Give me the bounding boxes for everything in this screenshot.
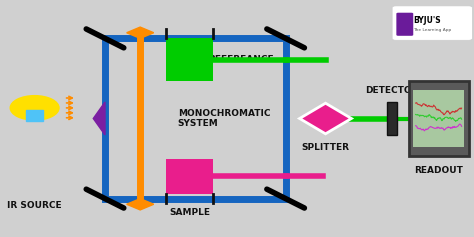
Polygon shape bbox=[93, 102, 105, 135]
Bar bbox=[166, 38, 213, 81]
Bar bbox=[413, 90, 464, 147]
Text: MONOCHROMATIC
SYSTEM: MONOCHROMATIC SYSTEM bbox=[178, 109, 270, 128]
Polygon shape bbox=[127, 199, 154, 210]
Text: SPLITTER: SPLITTER bbox=[301, 143, 349, 152]
Bar bbox=[26, 110, 43, 121]
FancyBboxPatch shape bbox=[392, 6, 473, 40]
Polygon shape bbox=[127, 27, 154, 38]
Text: IR SOURCE: IR SOURCE bbox=[7, 201, 62, 210]
Text: SAMPLE: SAMPLE bbox=[169, 208, 210, 217]
Bar bbox=[386, 102, 397, 135]
Text: BYJU'S: BYJU'S bbox=[413, 16, 441, 25]
Polygon shape bbox=[300, 103, 351, 134]
Text: READOUT: READOUT bbox=[414, 166, 463, 175]
Text: The Learning App: The Learning App bbox=[413, 28, 452, 32]
Circle shape bbox=[10, 96, 59, 120]
Bar bbox=[105, 38, 286, 199]
Bar bbox=[166, 159, 213, 194]
Text: REFEREANCE: REFEREANCE bbox=[208, 55, 274, 64]
FancyBboxPatch shape bbox=[396, 13, 413, 36]
Bar bbox=[409, 81, 469, 156]
Text: DETECTOR: DETECTOR bbox=[365, 86, 419, 95]
